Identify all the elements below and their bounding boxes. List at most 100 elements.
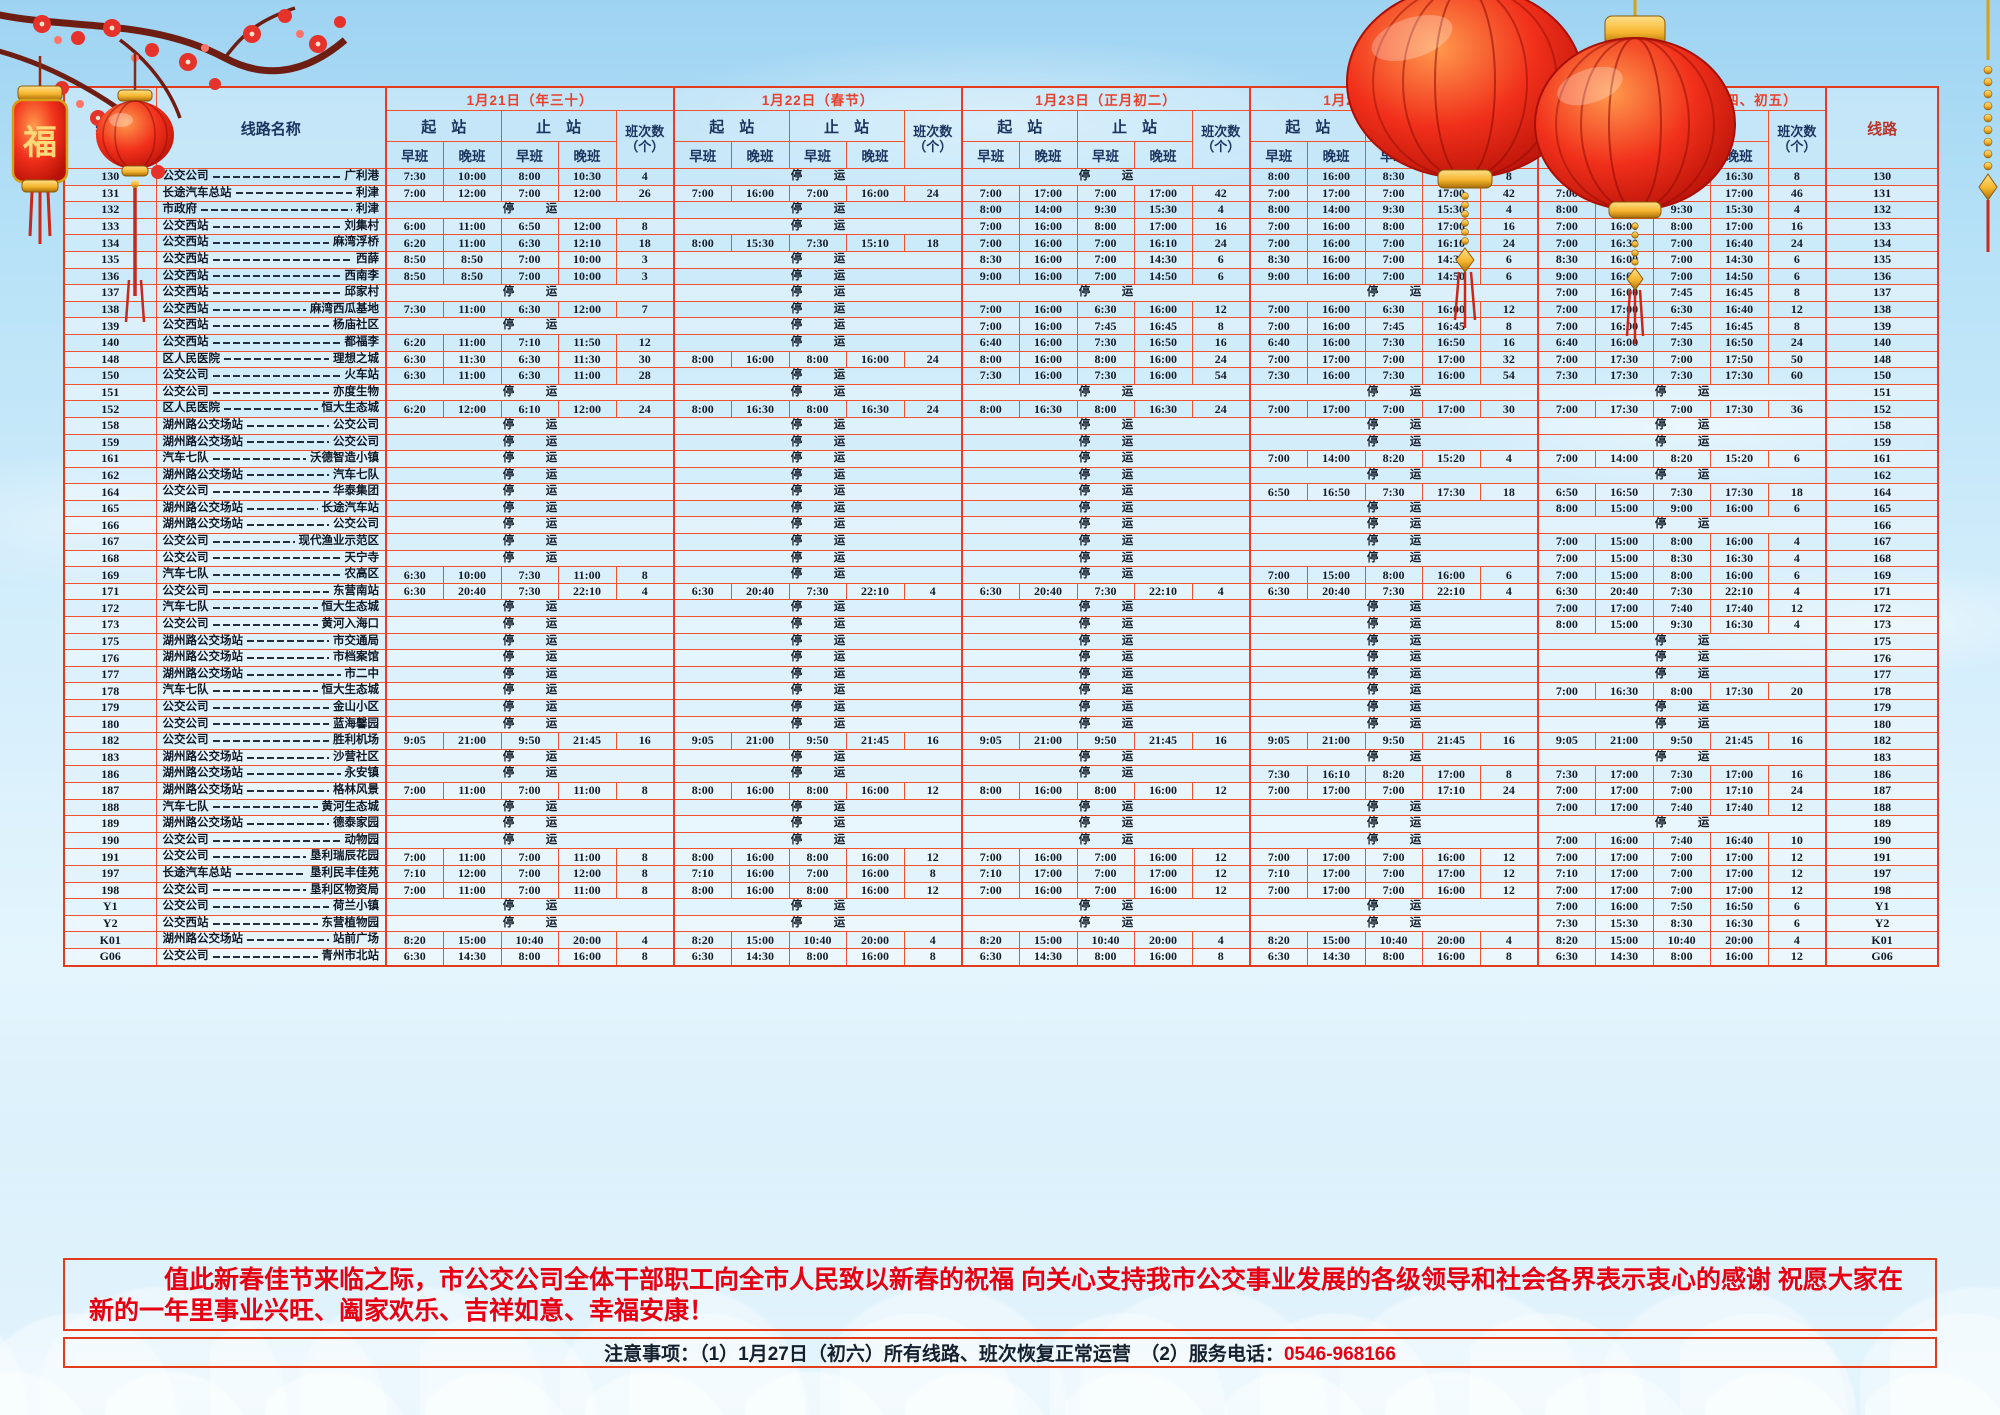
time-cell: 7:00 <box>1249 300 1308 319</box>
time-cell: 16:00 <box>1018 350 1078 369</box>
time-cell: 17:00 <box>1421 184 1481 203</box>
time-cell: 17:30 <box>1594 350 1654 369</box>
time-cell: 16:30 <box>730 400 790 418</box>
time-cell: 7:00 <box>1652 848 1711 866</box>
route-origin: 公交西站 <box>162 219 209 232</box>
time-cell: 16:00 <box>1709 533 1769 551</box>
time-cell: 16:00 <box>1594 267 1654 286</box>
table-row: 140 公交西站 都福李 6:20 11:00 7:10 11:50 12 停 运 6:40 16:… <box>63 333 1939 352</box>
time-cell: 17:10 <box>1421 781 1481 800</box>
frequency-cell: 16 <box>1191 333 1251 352</box>
time-cell: 8:00 <box>961 781 1020 800</box>
time-cell: 8:20 <box>1537 931 1596 949</box>
time-cell: 12:00 <box>557 217 617 236</box>
table-row: 197 长途汽车总站 垦利民丰佳苑 7:10 12:00 7:00 12:00 8 7:10 16… <box>63 864 1939 883</box>
time-cell: 8:50 <box>442 267 502 286</box>
route-origin: 湖州路公交场站 <box>162 667 244 680</box>
stopped-cell: 停 运 <box>1249 416 1539 435</box>
frequency-cell: 4 <box>615 168 675 186</box>
stopped-cell: 停 运 <box>961 765 1251 783</box>
route-origin: 湖州路公交场站 <box>162 468 244 481</box>
stopped-cell: 停 运 <box>673 367 963 385</box>
time-cell: 7:00 <box>1364 267 1423 286</box>
route-number-cell: 166 <box>63 516 157 535</box>
route-name-cell: 湖州路公交场站 公交公司 <box>155 433 387 452</box>
time-cell: 8:30 <box>1537 250 1596 269</box>
route-number-cell: 151 <box>63 383 157 402</box>
time-cell: 7:10 <box>385 864 444 883</box>
time-cell: 7:00 <box>1249 350 1308 369</box>
table-row: 177 湖州路公交场站 市二中停 运停 运停 运停 运停 运 177 <box>63 665 1939 684</box>
frequency-cell: 36 <box>1767 400 1827 418</box>
stopped-cell: 停 运 <box>384 715 675 734</box>
time-cell: 17:00 <box>1421 765 1481 783</box>
route-number-cell-right: 180 <box>1825 715 1939 734</box>
time-cell: 17:00 <box>1594 848 1654 866</box>
stopped-cell: 停 运 <box>961 416 1251 435</box>
time-cell: 7:30 <box>1652 483 1711 501</box>
table-row: 188 汽车七队 黄河生态城停 运停 运停 运停 运 7:00 17:00 7:40 17:… <box>63 798 1939 817</box>
frequency-cell: 16 <box>1191 732 1251 750</box>
time-cell: 7:30 <box>788 582 847 601</box>
time-cell: 16:00 <box>1421 848 1481 866</box>
late-shift-header: 晚班 <box>1421 141 1481 169</box>
schedule-body: 130 公交公司 广利港 7:30 10:00 8:00 10:30 4 停 运停 运 8:00 1… <box>63 168 1939 967</box>
time-cell: 16:00 <box>1018 333 1078 352</box>
time-cell: 7:00 <box>1364 234 1423 252</box>
time-cell: 8:00 <box>1249 168 1308 186</box>
table-row: 148 区人民医院 理想之城 6:30 11:30 6:30 11:30 30 8:00 16:0… <box>63 350 1939 369</box>
stopped-cell: 停 运 <box>961 748 1251 767</box>
route-name-cell: 公交公司 黄河入海口 <box>155 616 387 634</box>
date-header-1: 1月21日（年三十） <box>384 86 675 111</box>
frequency-cell: 12 <box>1479 864 1539 883</box>
stopped-cell: 停 运 <box>1249 616 1539 634</box>
time-cell: 20:40 <box>442 582 502 601</box>
time-cell: 7:00 <box>1537 781 1596 800</box>
time-cell: 8:00 <box>788 781 847 800</box>
time-cell: 20:00 <box>1133 931 1193 949</box>
route-destination: 理想之城 <box>333 352 379 365</box>
route-name-cell: 公交西站 东营植物园 <box>155 914 387 933</box>
stopped-cell: 停 运 <box>1249 715 1539 734</box>
route-number-cell-right: 148 <box>1825 350 1939 369</box>
route-origin: 湖州路公交场站 <box>162 750 244 763</box>
route-number-cell-right: 166 <box>1825 516 1939 535</box>
route-origin: 公交西站 <box>162 252 209 265</box>
time-cell: 17:00 <box>1709 848 1769 866</box>
frequency-cell: 24 <box>903 184 963 203</box>
time-cell: 16:00 <box>1709 499 1769 518</box>
time-cell: 6:40 <box>961 333 1020 352</box>
time-cell: 7:40 <box>1652 599 1711 618</box>
time-cell: 17:00 <box>1709 184 1769 203</box>
time-cell: 16:00 <box>1018 300 1078 319</box>
time-cell: 17:10 <box>1709 781 1769 800</box>
time-cell: 16:00 <box>1594 217 1654 236</box>
route-destination: 黄河生态城 <box>321 800 380 813</box>
time-cell: 8:30 <box>1652 549 1711 568</box>
time-cell: 16:00 <box>845 947 905 967</box>
time-cell: 7:00 <box>1537 217 1596 236</box>
table-row: Y2 公交西站 东营植物园停 运停 运停 运停 运 7:30 15:30 8:30 16:3… <box>63 914 1939 933</box>
time-cell: 7:10 <box>500 333 559 352</box>
time-cell: 14:00 <box>1306 450 1366 468</box>
time-cell: 6:30 <box>1249 582 1308 601</box>
route-number-cell: 182 <box>63 732 157 750</box>
time-cell: 7:00 <box>500 781 559 800</box>
stopped-cell: 停 运 <box>673 317 963 335</box>
table-row: 169 汽车七队 农高区 6:30 10:00 7:30 11:00 8 停 运停 运 7:00 1… <box>63 566 1939 584</box>
time-cell: 7:00 <box>961 300 1020 319</box>
route-name-cell: 公交公司 胜利机场 <box>155 732 387 750</box>
time-cell: 7:00 <box>1076 848 1135 866</box>
route-number-cell: 191 <box>63 848 157 866</box>
route-number-cell-right: 172 <box>1825 599 1939 618</box>
stopped-cell: 停 运 <box>384 466 675 485</box>
table-row: Y1 公交公司 荷兰小镇停 运停 运停 运停 运 7:00 16:00 7:50 16:50… <box>63 898 1939 916</box>
frequency-cell: 24 <box>903 400 963 418</box>
time-cell: 8:00 <box>961 201 1020 219</box>
stopped-cell: 停 运 <box>1537 699 1827 717</box>
late-shift-header: 晚班 <box>1594 141 1654 169</box>
time-cell: 7:00 <box>1249 781 1308 800</box>
time-cell: 7:00 <box>1249 450 1308 468</box>
time-cell: 9:05 <box>385 732 444 750</box>
time-cell: 15:30 <box>730 234 790 252</box>
